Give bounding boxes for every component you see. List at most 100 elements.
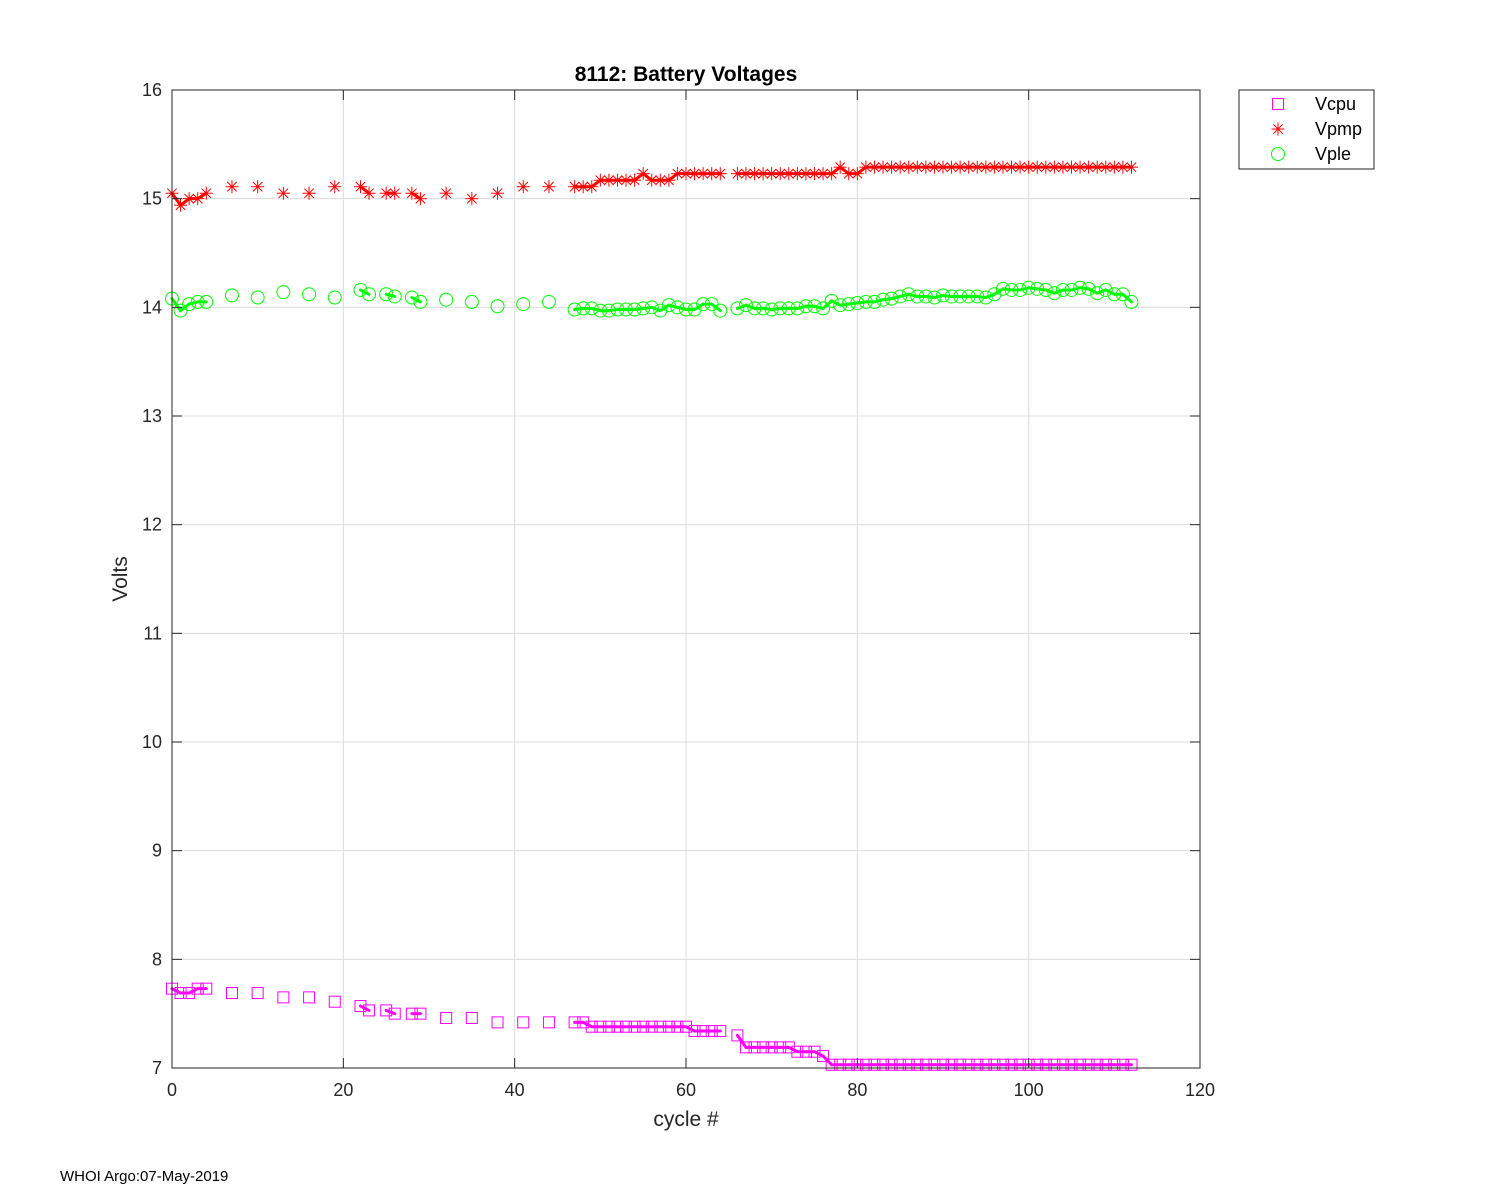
data-point (1124, 160, 1138, 174)
series-line-segment (693, 302, 705, 312)
series-line-segment (358, 1004, 371, 1012)
series-line-segment (830, 299, 842, 307)
data-point (791, 1045, 804, 1058)
data-point (884, 291, 899, 306)
legend-marker (1272, 98, 1284, 110)
x-tick-label: 40 (505, 1080, 525, 1100)
data-point (199, 294, 214, 309)
data-point (516, 180, 530, 194)
data-point (584, 301, 599, 316)
data-point (636, 301, 651, 316)
x-tick-label: 20 (333, 1080, 353, 1100)
data-point (688, 1025, 701, 1038)
y-tick-label: 12 (142, 515, 162, 535)
data-point (902, 1058, 915, 1071)
data-point (1056, 1058, 1069, 1071)
data-point (1005, 1058, 1018, 1071)
data-point (182, 297, 197, 312)
y-tick-label: 11 (143, 623, 162, 643)
data-point (413, 192, 427, 206)
data-point (636, 167, 650, 181)
data-point (1107, 287, 1122, 302)
data-point (303, 991, 316, 1004)
data-point (182, 192, 196, 206)
series-line-segment (179, 302, 191, 313)
data-point (1082, 1058, 1095, 1071)
data-point (362, 186, 376, 200)
data-point (379, 287, 394, 302)
data-point (902, 160, 916, 174)
x-tick-label: 0 (167, 1080, 177, 1100)
data-point (620, 1020, 633, 1033)
data-point (490, 299, 505, 314)
series-vcpu (166, 982, 1138, 1071)
data-point (910, 289, 925, 304)
data-point (1064, 282, 1079, 297)
legend-label: Vpmp (1315, 119, 1362, 139)
data-point (748, 1041, 761, 1054)
series-line-segment (787, 1045, 799, 1054)
data-point (927, 290, 942, 305)
data-point (602, 173, 616, 187)
data-point (542, 1016, 555, 1029)
data-point (774, 1041, 787, 1054)
data-point (662, 1020, 675, 1033)
data-point (868, 1058, 881, 1071)
data-point (1021, 280, 1036, 295)
series-line-segment (684, 1025, 697, 1033)
x-tick-label: 60 (676, 1080, 696, 1100)
x-axis-title: cycle # (653, 1108, 719, 1131)
data-point (1099, 1058, 1112, 1071)
data-point (1125, 1058, 1138, 1071)
data-point (877, 1058, 890, 1071)
data-point (516, 297, 531, 312)
data-point (876, 160, 890, 174)
data-point (954, 1058, 967, 1071)
data-point (464, 294, 479, 309)
data-point (807, 299, 822, 314)
data-point (739, 1041, 752, 1054)
series-line-segment (813, 1050, 825, 1058)
data-point (757, 1041, 770, 1054)
series-line-segment (744, 303, 757, 310)
data-point (936, 288, 950, 303)
data-point (894, 1058, 907, 1071)
data-point (738, 298, 753, 313)
data-point (1107, 160, 1121, 174)
data-point (825, 1058, 838, 1071)
data-point (380, 1004, 393, 1017)
data-point (1108, 1058, 1121, 1071)
data-point (680, 1020, 692, 1033)
data-point (1013, 282, 1028, 297)
data-point (388, 186, 402, 200)
data-point (251, 987, 264, 1000)
data-point (1038, 282, 1053, 297)
data-point (782, 1041, 795, 1054)
series-line-segment (1121, 292, 1133, 304)
data-point (867, 294, 882, 309)
y-axis-title: Volts (109, 556, 132, 602)
data-point (961, 289, 976, 304)
data-point (465, 1012, 478, 1025)
series-line-segment (358, 288, 371, 296)
data-point (730, 301, 745, 316)
x-tick-label: 80 (847, 1080, 867, 1100)
series-line-segment (650, 305, 662, 313)
data-point (602, 1020, 615, 1033)
data-point (696, 297, 711, 312)
data-point (354, 1000, 367, 1013)
data-point (679, 167, 693, 181)
series-line-segment (187, 987, 200, 995)
legend-label: Vple (1315, 144, 1351, 164)
data-point (765, 167, 779, 181)
series-layer (165, 160, 1139, 1071)
data-point (696, 167, 710, 181)
data-point (327, 290, 342, 305)
data-point (302, 287, 317, 302)
data-point (713, 303, 728, 318)
data-point (927, 160, 941, 174)
series-line-segment (384, 1008, 397, 1016)
series-line-segment (1095, 288, 1108, 295)
data-point (1004, 282, 1019, 297)
data-point (628, 1020, 641, 1033)
